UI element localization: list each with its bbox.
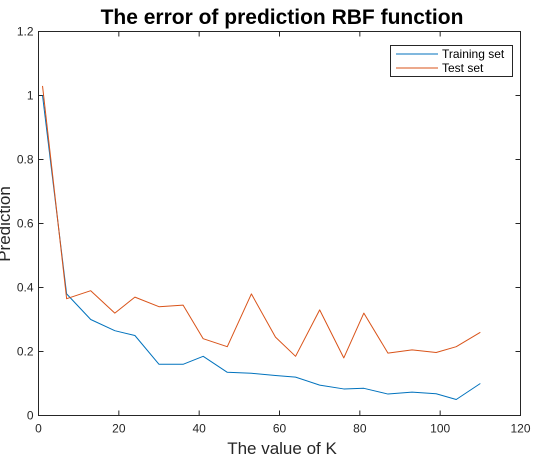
y-tick-label: 0.4 [17, 281, 34, 295]
legend-box [390, 45, 513, 77]
series-line-training-set [42, 95, 481, 400]
legend-label-test-set: Test set [442, 61, 484, 75]
legend-label-training-set: Training set [442, 47, 505, 61]
plot-area [38, 31, 521, 416]
x-tick-label: 100 [430, 422, 450, 436]
series-line-test-set [42, 85, 481, 359]
chart-title: The error of prediction RBF function [101, 6, 464, 29]
x-tick-label: 80 [353, 422, 367, 436]
legend: Training set Test set [390, 45, 513, 77]
y-tick-label: 0.8 [17, 153, 34, 167]
x-tick-label: 40 [192, 422, 206, 436]
x-tick-label: 120 [510, 422, 530, 436]
x-tick-label: 60 [273, 422, 287, 436]
y-tick-label: 1 [27, 89, 34, 103]
y-tick-label: 0.2 [17, 345, 34, 359]
x-axis-label: The value of K [227, 439, 337, 458]
y-axis-label: Prediction [0, 186, 14, 262]
y-tick-label: 1.2 [17, 25, 34, 39]
x-tick-label: 20 [112, 422, 126, 436]
x-tick-label: 0 [35, 422, 42, 436]
y-tick-label: 0 [27, 409, 34, 423]
y-tick-label: 0.6 [17, 217, 34, 231]
